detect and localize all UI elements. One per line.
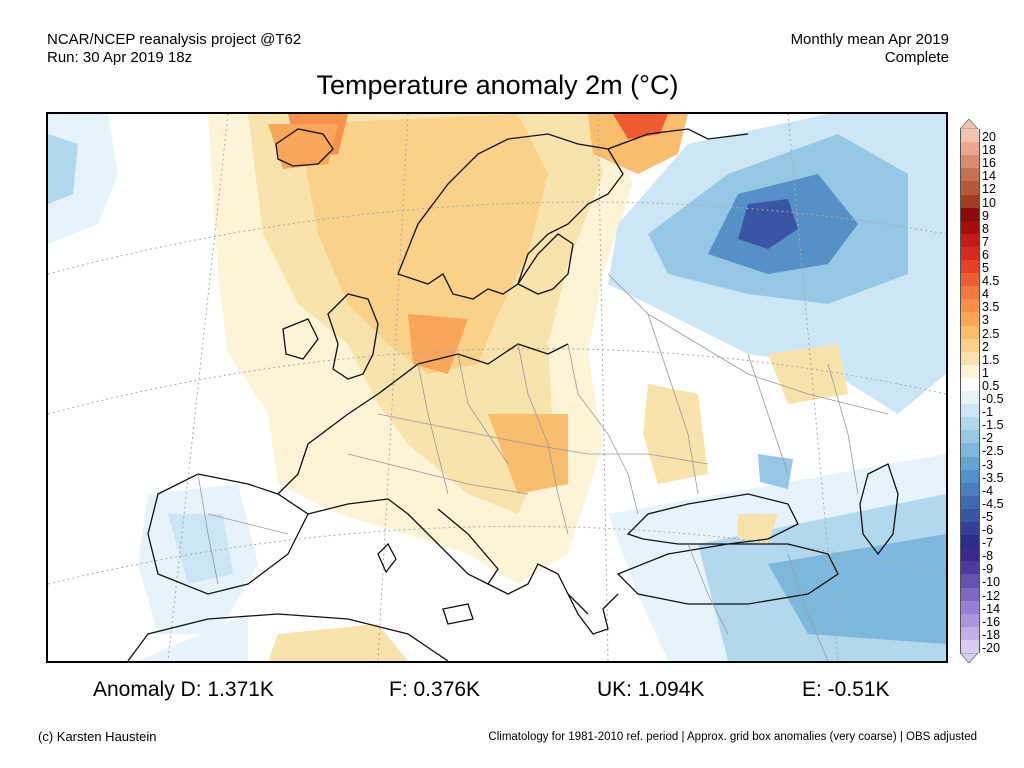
colorbar-tick-label: -20: [982, 640, 1001, 655]
colorbar-tick-label: -1.5: [982, 418, 1004, 433]
colorbar-cell: [960, 351, 980, 366]
colorbar-tick-label: -5: [982, 509, 994, 524]
colorbar-cell: [960, 456, 980, 471]
colorbar-cell: [960, 312, 980, 326]
map-title: Temperature anomaly 2m (°C): [316, 70, 679, 100]
colorbar-tick-label: -1: [982, 405, 994, 420]
colorbar-tick-label: 20: [982, 130, 996, 144]
colorbar-tick-label: -6: [982, 523, 994, 537]
colorbar-tick-label: 9: [982, 208, 989, 223]
colorbar-cell: [960, 482, 980, 497]
colorbar-cell: [960, 587, 980, 602]
colorbar-tick-label: 6: [982, 247, 989, 262]
anomaly-europe: E: -0.51K: [802, 678, 890, 701]
colorbar-cell: [960, 181, 980, 195]
colorbar-cell: [960, 142, 980, 156]
colorbar-tick-label: -3: [982, 457, 994, 472]
anomaly-france: F: 0.376K: [389, 678, 481, 701]
copyright: (c) Karsten Haustein: [38, 729, 157, 744]
colorbar-cell: [960, 508, 980, 523]
footnote: Climatology for 1981-2010 ref. period | …: [488, 731, 977, 743]
colorbar-cell: [960, 443, 980, 457]
colorbar-tick-label: 1.5: [982, 352, 1000, 367]
colorbar-tick-label: 4: [982, 287, 989, 302]
colorbar-cell: [960, 155, 980, 169]
colorbar-tick-label: -4: [982, 483, 994, 498]
colorbar-cell: [960, 194, 980, 209]
colorbar-cell: [960, 233, 980, 248]
map-graphic: [48, 114, 946, 661]
colorbar-tick-label: -3.5: [982, 470, 1004, 485]
colorbar-cell: [960, 338, 980, 353]
colorbar-tick-label: -7: [982, 536, 994, 551]
colorbar-tick-label: -9: [982, 562, 994, 577]
colorbar-tick-label: 2.5: [982, 326, 1000, 341]
colorbar-tick-label: 5: [982, 261, 989, 275]
colorbar-tick-label: -2.5: [982, 444, 1004, 459]
colorbar-tick-label: 1: [982, 365, 989, 380]
colorbar-tick-label: 10: [982, 195, 996, 210]
colorbar-tick-label: -12: [982, 588, 1001, 603]
colorbar-cell: [960, 626, 980, 641]
colorbar-tick-label: 0.5: [982, 378, 1000, 393]
borders: [197, 273, 889, 661]
colorbar-cell: [960, 535, 980, 549]
colorbar-cell: [960, 548, 980, 562]
colorbar-tick-label: 14: [982, 169, 996, 184]
colorbar-tick-label: -16: [982, 614, 1001, 629]
colorbar-tick-label: -4.5: [982, 496, 1004, 511]
colorbar-cell: [960, 377, 980, 392]
colorbar-tick-label: -18: [982, 627, 1001, 642]
colorbar-cell: [960, 430, 980, 444]
colorbar-tick-label: -8: [982, 549, 994, 564]
colorbar-cell: [960, 561, 980, 575]
colorbar-tick-label: 7: [982, 234, 989, 249]
colorbar-cell: [960, 600, 980, 615]
colorbar-cell: [960, 299, 980, 313]
colorbar-cell: [960, 273, 980, 287]
anomaly-uk: UK: 1.094K: [597, 678, 705, 701]
graticule: [48, 114, 946, 661]
colorbar-cell: [960, 260, 980, 274]
colorbar-tick-label: -2: [982, 431, 994, 446]
colorbar-tick-label: 3: [982, 313, 989, 328]
colorbar-cell: [960, 417, 980, 431]
model-label: NCAR/NCEP reanalysis project @T62: [47, 31, 302, 48]
period-label: Monthly mean Apr 2019: [790, 31, 949, 48]
anomaly-germany: Anomaly D: 1.371K: [93, 678, 274, 701]
colorbar-cell: [960, 495, 980, 510]
colorbar-tick-label: 4.5: [982, 274, 1000, 289]
colorbar-cell: [960, 207, 980, 222]
colorbar-tick-label: 2: [982, 339, 989, 354]
colorbar-cell: [960, 129, 980, 143]
colorbar-cell: [960, 246, 980, 261]
colorbar-tick-label: 3.5: [982, 300, 1000, 315]
colorbar-cell: [960, 364, 980, 379]
colorbar-tick-label: 18: [982, 143, 996, 158]
colorbar-cell: [960, 469, 980, 484]
colorbar-cell: [960, 220, 980, 235]
colorbar-tick-label: -10: [982, 575, 1001, 590]
header-left: NCAR/NCEP reanalysis project @T62 Run: 3…: [47, 31, 301, 67]
anomaly-map: [46, 112, 948, 663]
colorbar-cell: [960, 639, 980, 654]
colorbar-cell: [960, 286, 980, 300]
colorbar-tick-label: -14: [982, 601, 1001, 616]
colorbar-tick-label: 8: [982, 221, 989, 236]
colorbar-cell: [960, 613, 980, 628]
header-right: Monthly mean Apr 2019 Complete: [791, 31, 949, 67]
colorbar-arrow-down: [960, 653, 978, 663]
colorbar-tick-label: 16: [982, 156, 996, 171]
colorbar-tick-label: -0.5: [982, 392, 1004, 406]
status-label: Complete: [884, 49, 949, 66]
colorbar-cell: [960, 168, 980, 182]
colorbar-arrow-up: [960, 119, 978, 129]
colorbar-cell: [960, 391, 980, 405]
colorbar-cell: [960, 325, 980, 340]
colorbar-cell: [960, 574, 980, 588]
colorbar-tick-label: 12: [982, 182, 996, 197]
run-label: Run: 30 Apr 2019 18z: [47, 49, 193, 66]
colorbar-cell: [960, 522, 980, 536]
colorbar-cell: [960, 404, 980, 418]
